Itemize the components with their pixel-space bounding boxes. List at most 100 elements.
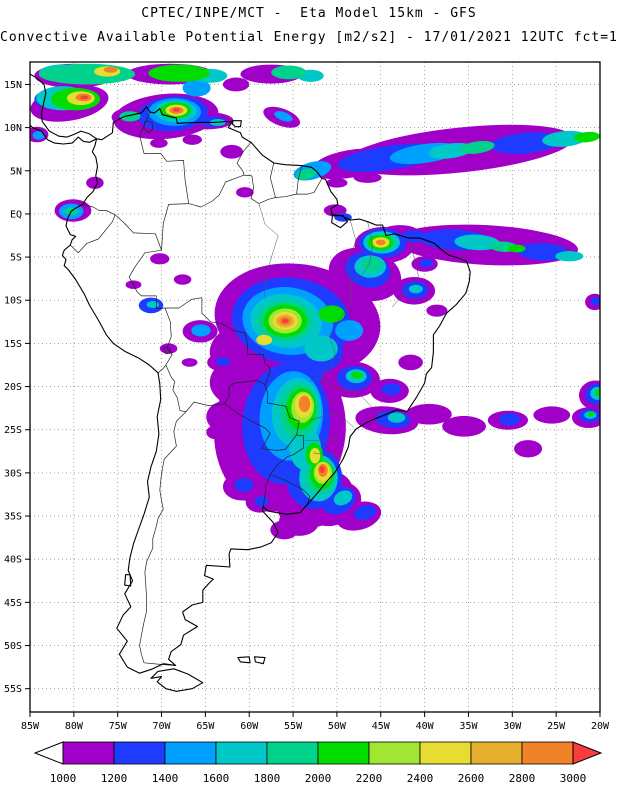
- y-tick-label: 50S: [4, 641, 22, 652]
- country-border: [262, 474, 271, 507]
- cape-shaded-region: [533, 406, 571, 424]
- country-border: [236, 142, 252, 176]
- country-border: [157, 364, 167, 374]
- cape-shaded-region: [454, 234, 501, 251]
- y-tick-label: 5N: [10, 166, 22, 177]
- colorbar-tick-label: 3000: [560, 772, 587, 785]
- y-tick-label: 15N: [4, 80, 22, 91]
- y-tick-label: EQ: [10, 209, 22, 220]
- colorbar-tick-label: 2400: [407, 772, 434, 785]
- cape-shaded-region: [335, 320, 364, 341]
- y-tick-label: 20S: [4, 382, 22, 393]
- cape-shaded-region: [206, 400, 249, 434]
- coastline-tierra_del_fuego: [150, 668, 204, 692]
- colorbar-legend: 1000 1200 1400 1600 1800 2000 2200 2400 2600 2800…: [33, 741, 603, 785]
- cape-shaded-region: [281, 318, 289, 324]
- map-title-line1: CPTEC/INPE/MCT - Eta Model 15km - GFS: [141, 6, 477, 21]
- grid-lines: [29, 62, 601, 712]
- colorbar-tick-label: 1400: [152, 772, 179, 785]
- cape-shaded-region: [295, 168, 317, 180]
- x-tick-label: 40W: [416, 721, 435, 732]
- cape-shaded-region: [206, 425, 226, 440]
- cape-shaded-region: [86, 176, 104, 189]
- cape-shaded-region: [401, 230, 427, 243]
- colorbar-cell: [215, 741, 268, 765]
- state-border: [351, 221, 374, 282]
- x-tick-label: 25W: [547, 721, 566, 732]
- cape-shaded-region: [181, 358, 198, 367]
- cape-shaded-region: [150, 253, 170, 265]
- y-tick-label: 15S: [4, 339, 22, 350]
- cape-shaded-field: [30, 63, 600, 540]
- cape-shaded-region: [159, 343, 178, 354]
- x-tick-label: 45W: [372, 721, 391, 732]
- country-border: [82, 204, 116, 216]
- colorbar-cell: [164, 741, 217, 765]
- country-border: [165, 297, 271, 385]
- cape-shaded-region: [499, 413, 521, 426]
- cape-shaded-region: [182, 134, 202, 145]
- colorbar-above-max-arrow: [572, 741, 603, 765]
- x-tick-label: 75W: [109, 721, 128, 732]
- cape-shaded-region: [351, 371, 363, 379]
- coastline-marajo: [331, 214, 348, 229]
- cape-shaded-region: [38, 63, 136, 85]
- colorbar-tick-label: 1200: [101, 772, 128, 785]
- cape-shaded-region: [318, 305, 345, 323]
- state-border: [392, 238, 419, 308]
- cape-shaded-region: [146, 301, 159, 309]
- cape-shaded-region: [507, 244, 526, 253]
- coastline-south_america: [61, 106, 471, 674]
- cape-shaded-region: [274, 111, 293, 122]
- colorbar-tick-label: 2600: [458, 772, 485, 785]
- cape-shaded-region: [573, 131, 600, 143]
- cape-shaded-region: [353, 505, 377, 520]
- country-border: [161, 203, 189, 251]
- state-border: [258, 203, 279, 299]
- cape-shaded-region: [80, 95, 89, 100]
- colorbar-tick-label: 1600: [203, 772, 230, 785]
- cape-shaded-region: [442, 415, 487, 437]
- x-tick-label: 85W: [21, 721, 40, 732]
- colorbar-cell: [266, 741, 319, 765]
- cape-shaded-region: [408, 284, 423, 294]
- colorbar-tick-label: 2800: [509, 772, 536, 785]
- cape-shaded-region: [191, 324, 211, 337]
- cape-shaded-region: [555, 251, 584, 262]
- cape-shaded-region: [222, 440, 250, 459]
- coastline-falkland_west: [237, 656, 251, 664]
- country-border: [188, 174, 245, 208]
- country-border: [164, 307, 173, 366]
- colorbar-cell: [368, 741, 421, 765]
- cape-shaded-region: [234, 478, 254, 492]
- country-border: [269, 162, 276, 198]
- y-tick-label: 35S: [4, 512, 22, 523]
- x-tick-label: 70W: [153, 721, 172, 732]
- coastline-trinidad: [232, 120, 242, 128]
- y-tick-label: 10N: [4, 123, 22, 134]
- country-border: [270, 434, 304, 475]
- colorbar-cell: [62, 741, 115, 765]
- coastline-central_america: [30, 73, 98, 145]
- cape-shaded-region: [490, 132, 561, 154]
- cape-shaded-region: [419, 258, 434, 268]
- cape-shaded-region: [590, 296, 600, 306]
- cape-shaded-region: [326, 178, 348, 188]
- basemap: [30, 73, 471, 692]
- colorbar-cell: [521, 741, 574, 765]
- x-tick-label: 60W: [240, 721, 259, 732]
- cape-shaded-region: [587, 412, 595, 417]
- cape-shaded-region: [459, 140, 495, 154]
- x-tick-label: 30W: [503, 721, 522, 732]
- y-tick-label: 40S: [4, 555, 22, 566]
- colorbar-cell: [419, 741, 472, 765]
- state-border: [320, 335, 336, 379]
- y-tick-label: 10S: [4, 296, 22, 307]
- cape-shaded-region: [271, 65, 307, 80]
- cape-shaded-region: [254, 496, 269, 507]
- cape-shaded-region: [309, 447, 321, 464]
- cape-shaded-region: [334, 213, 352, 222]
- cape-shaded-region: [514, 440, 543, 458]
- country-border: [165, 364, 187, 412]
- cape-shaded-region: [426, 304, 448, 317]
